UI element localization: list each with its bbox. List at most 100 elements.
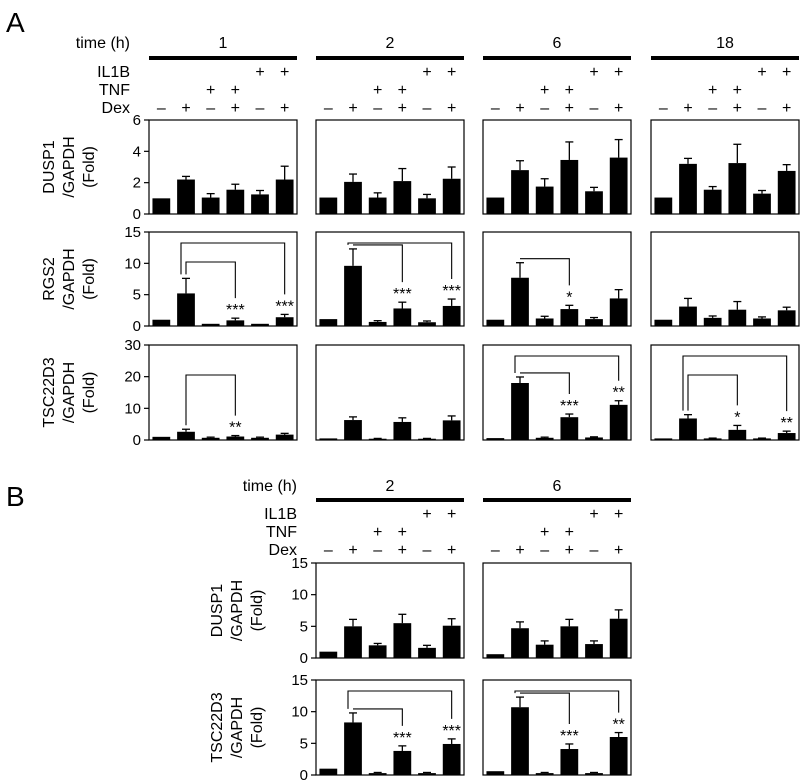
bar [511, 383, 529, 440]
y-axis-label-dusp1: (Fold) [81, 146, 98, 188]
y-tick-label: 4 [133, 143, 141, 160]
y-tick-label: 5 [300, 735, 308, 752]
significance-label: ** [612, 717, 624, 734]
bar [344, 626, 362, 658]
bar [319, 319, 338, 326]
bar [319, 197, 338, 214]
il1b-sign: + [757, 64, 766, 81]
tnf-sign: + [540, 524, 549, 541]
y-tick-label: 0 [300, 650, 308, 667]
dex-sign: – [324, 542, 333, 559]
bar [319, 438, 338, 440]
bar [511, 628, 529, 658]
dex-label: Dex [102, 100, 130, 117]
time-value-2h: 2 [386, 35, 395, 52]
bar [535, 773, 554, 775]
dex-sign: + [280, 100, 289, 117]
bar [418, 773, 436, 775]
bar [753, 438, 771, 440]
bar [368, 321, 387, 326]
bar [201, 437, 220, 440]
bar [585, 319, 603, 326]
bar [442, 625, 461, 658]
time-label: time (h) [76, 35, 130, 52]
bar [486, 319, 505, 326]
dex-sign: + [614, 100, 623, 117]
il1b-sign: + [614, 64, 623, 81]
bar [703, 189, 722, 214]
bar [226, 320, 245, 326]
y-axis-label-tsc22d3: (Fold) [81, 372, 98, 414]
bar [560, 159, 579, 214]
dex-label: Dex [269, 542, 297, 559]
bar [152, 198, 171, 214]
tnf-sign: + [373, 82, 382, 99]
bar [418, 647, 436, 658]
bar [585, 773, 603, 775]
bar [201, 197, 220, 214]
significance-label: * [566, 289, 572, 306]
bar [418, 198, 436, 214]
dex-sign: – [373, 542, 382, 559]
dex-sign: + [348, 100, 357, 117]
tnf-sign: + [231, 82, 240, 99]
plot-frame-dusp1-18h [650, 119, 800, 215]
y-axis-label-dusp1: DUSP1 [41, 140, 58, 193]
plot-frame-dusp1-6h [482, 119, 632, 215]
il1b-sign: + [447, 506, 456, 523]
plot-frame-tsc22d3-6h [482, 679, 632, 776]
y-axis-label-tsc22d3: /GAPDH [229, 697, 246, 758]
significance-bracket [185, 374, 236, 426]
bar [251, 323, 269, 326]
dex-sign: – [491, 100, 500, 117]
dex-sign: + [447, 542, 456, 559]
time-value-2h: 2 [386, 478, 395, 495]
significance-bracket [347, 690, 453, 719]
tnf-sign: + [206, 82, 215, 99]
panel-letter-A: A [6, 7, 25, 38]
plot-frame-rgs2-1h [148, 231, 298, 327]
y-tick-label: 5 [133, 287, 141, 304]
bar [753, 318, 771, 326]
il1b-sign: + [447, 64, 456, 81]
bar [226, 436, 245, 440]
il1b-sign: + [614, 506, 623, 523]
significance-bracket [347, 242, 453, 280]
bar [535, 644, 554, 658]
dex-sign: + [398, 542, 407, 559]
significance-label: *** [393, 286, 412, 303]
significance-bracket [687, 374, 738, 411]
il1b-sign: + [280, 64, 289, 81]
dex-sign: – [590, 100, 599, 117]
bar [535, 186, 554, 214]
bar [535, 437, 554, 440]
y-axis-label-dusp1: DUSP1 [209, 584, 226, 637]
y-axis-label-rgs2: RGS2 [41, 257, 58, 301]
il1b-sign: + [255, 64, 264, 81]
bar [275, 179, 294, 214]
time-label: time (h) [243, 478, 297, 495]
dex-sign: – [206, 100, 215, 117]
y-axis-label-tsc22d3: (Fold) [249, 707, 266, 749]
bar [654, 197, 673, 214]
y-tick-label: 10 [291, 704, 308, 721]
bar [368, 773, 387, 775]
dex-sign: + [348, 542, 357, 559]
bar [275, 317, 294, 326]
tnf-sign: + [565, 524, 574, 541]
dex-sign: + [181, 100, 190, 117]
bar [777, 433, 796, 440]
y-tick-label: 10 [124, 400, 141, 417]
bar [368, 438, 387, 440]
plot-frame-rgs2-2h [315, 231, 465, 327]
bar [486, 654, 505, 658]
significance-bracket [353, 244, 403, 283]
bar [679, 306, 697, 326]
dex-sign: – [157, 100, 166, 117]
dex-sign: – [590, 542, 599, 559]
y-axis-label-tsc22d3: TSC22D3 [209, 692, 226, 762]
significance-bracket [520, 692, 570, 724]
tnf-label: TNF [99, 82, 130, 99]
bar [393, 750, 412, 775]
dex-sign: + [565, 542, 574, 559]
